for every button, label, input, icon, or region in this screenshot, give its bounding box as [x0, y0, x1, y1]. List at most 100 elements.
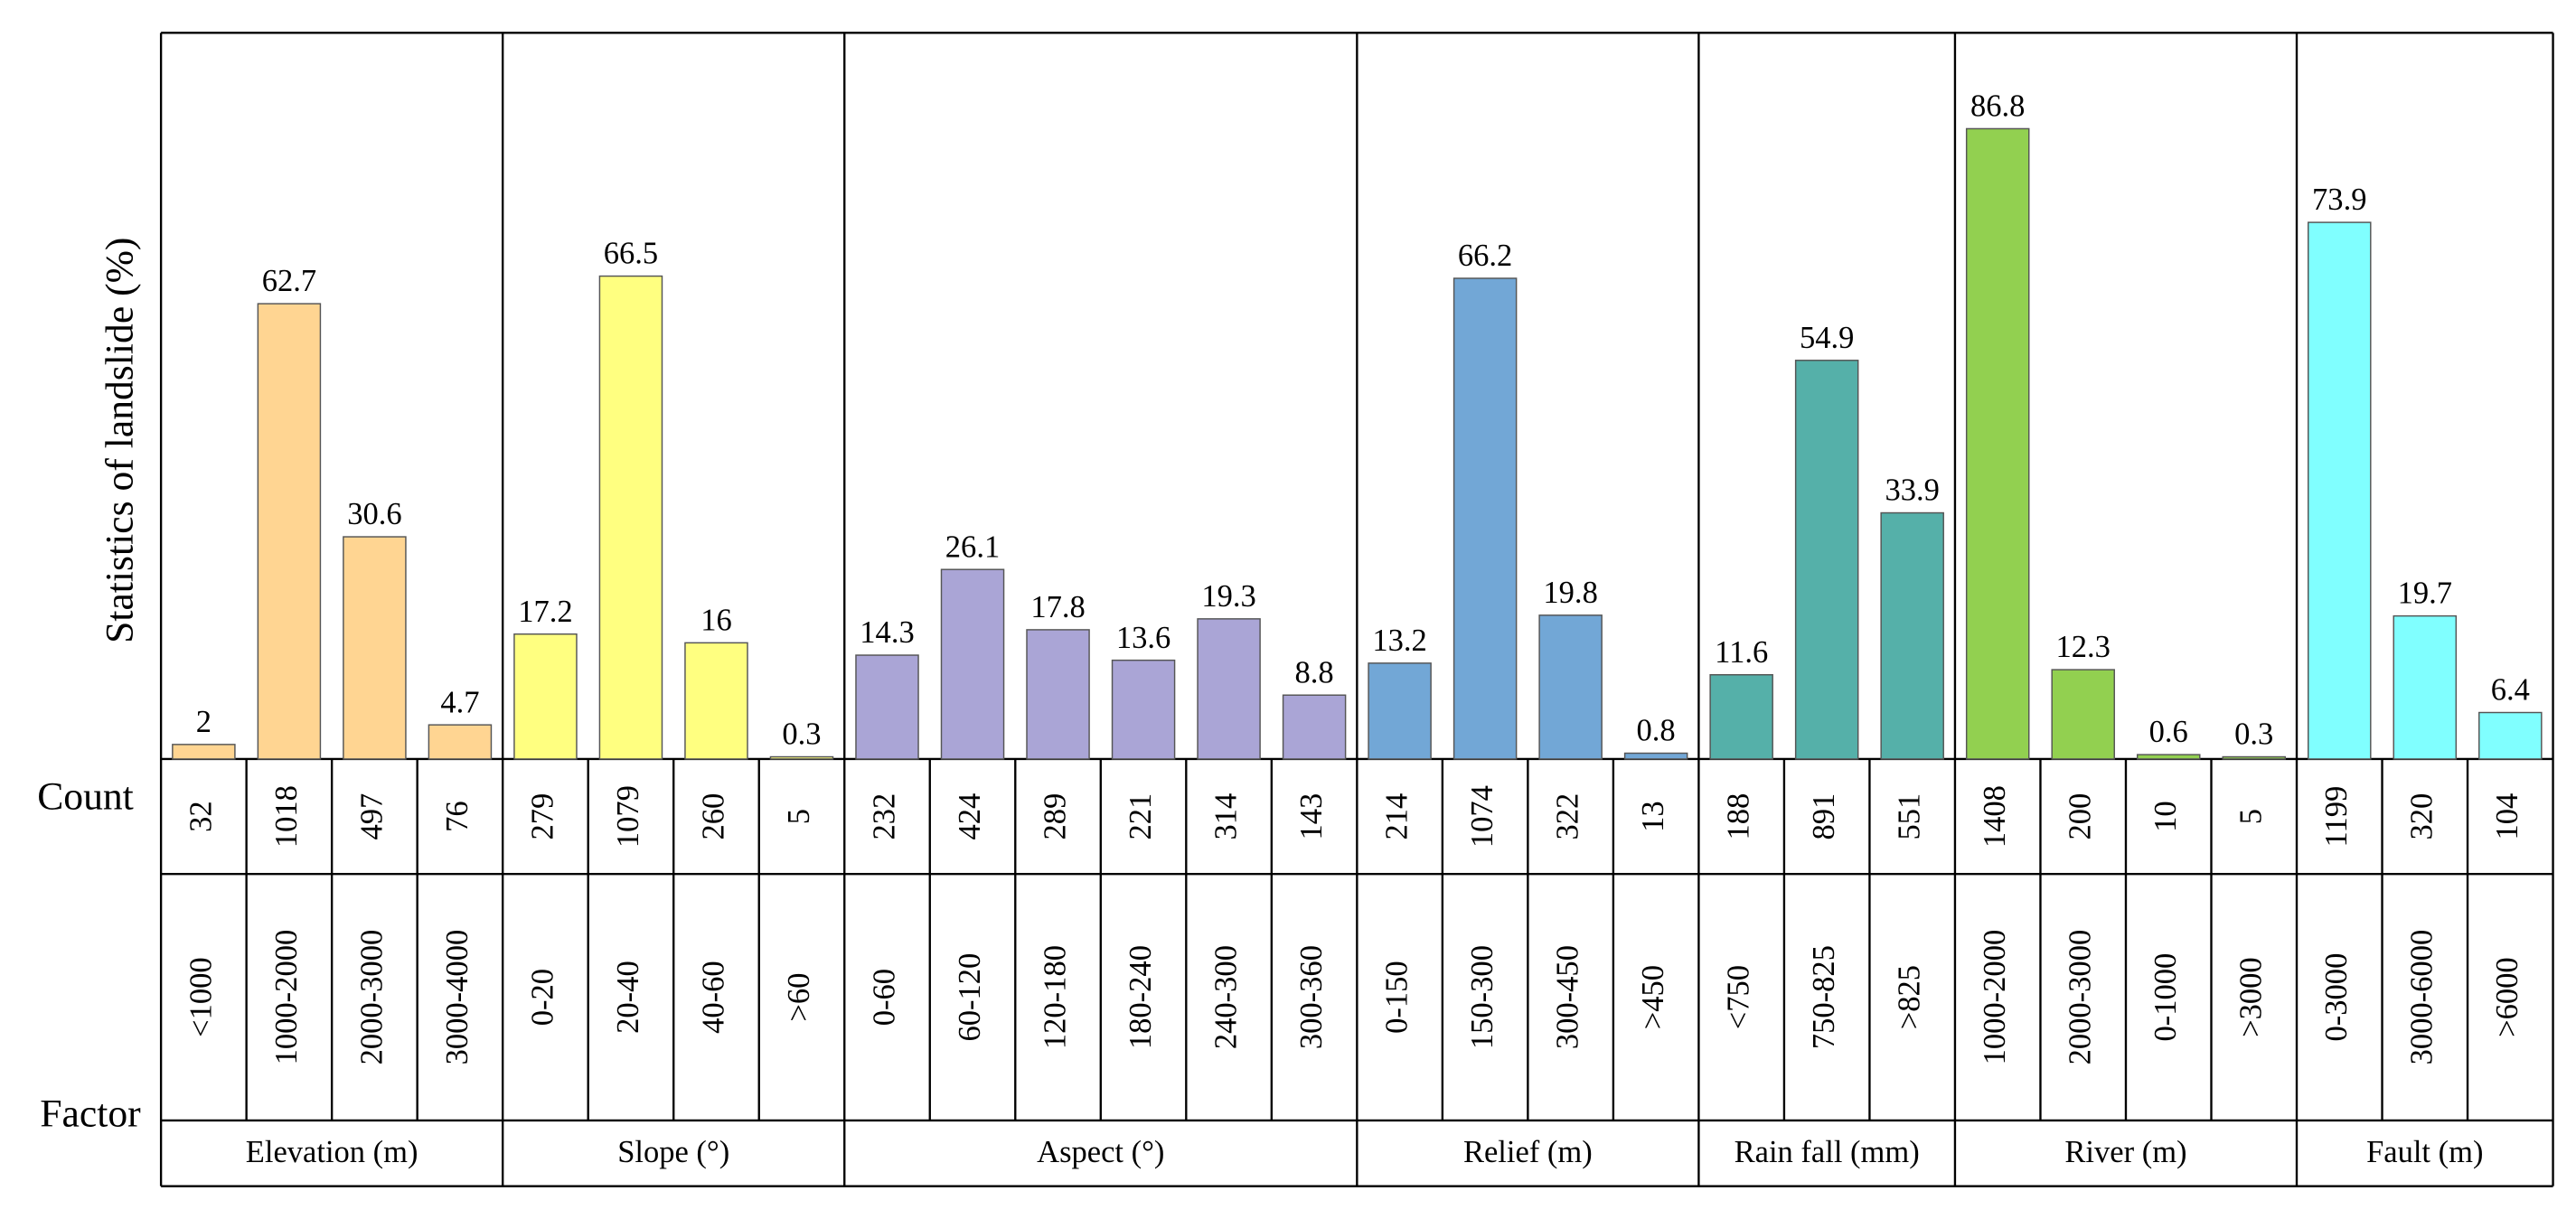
value-label: 8.8 [1295, 655, 1334, 689]
bar [1538, 614, 1603, 760]
value-label: 33.9 [1885, 474, 1939, 508]
value-label: 19.7 [2398, 577, 2452, 611]
count-cell: 1079 [611, 785, 645, 848]
count-cell: 1018 [269, 785, 304, 848]
count-cell: 289 [1038, 793, 1072, 840]
count-cell: 214 [1380, 793, 1415, 840]
value-label: 66.5 [604, 237, 658, 271]
factor-cell: 40-60 [696, 961, 730, 1034]
factor-cell: 0-20 [525, 969, 559, 1026]
value-label: 2 [196, 705, 212, 739]
count-cell: 1408 [1978, 785, 2012, 848]
count-cell: 104 [2490, 793, 2524, 840]
count-cell: 5 [782, 809, 816, 824]
bar [257, 303, 322, 760]
group-label: Elevation (m) [246, 1135, 418, 1169]
factor-cell: 0-3000 [2319, 953, 2354, 1042]
factor-cell: 2000-3000 [354, 930, 389, 1065]
bar [1282, 694, 1347, 760]
bar [1965, 127, 2030, 760]
bar [1880, 511, 1944, 760]
factor-cell: 1000-2000 [1978, 930, 2012, 1065]
count-cell: 320 [2405, 793, 2440, 840]
value-label: 0.3 [2234, 717, 2273, 752]
bar [2222, 755, 2287, 760]
count-cell: 76 [440, 801, 475, 832]
bar [1197, 618, 1261, 760]
bar [343, 536, 407, 760]
count-cell: 279 [525, 793, 559, 840]
bar [598, 275, 663, 760]
group-label: Relief (m) [1463, 1135, 1593, 1169]
factor-cell: >6000 [2490, 957, 2524, 1037]
value-label: 12.3 [2056, 630, 2111, 664]
bar [2478, 711, 2543, 760]
factor-cell: <1000 [183, 957, 218, 1037]
value-label: 14.3 [860, 615, 914, 650]
count-cell: 314 [1208, 793, 1243, 840]
count-cell: 497 [354, 793, 389, 840]
bar [855, 654, 919, 760]
bar [1026, 629, 1090, 760]
factor-cell: 300-360 [1294, 945, 1329, 1049]
bar [1794, 360, 1859, 760]
bar [2393, 614, 2458, 760]
value-label: 19.8 [1543, 576, 1597, 610]
value-label: 17.2 [518, 595, 572, 629]
factor-cell: 60-120 [953, 953, 987, 1042]
factor-cell: 240-300 [1208, 945, 1243, 1049]
value-label: 0.8 [1637, 714, 1676, 748]
value-label: 13.2 [1372, 624, 1426, 658]
value-label: 13.6 [1116, 621, 1170, 655]
bar [1453, 277, 1518, 760]
bar [1368, 662, 1432, 760]
value-label: 19.3 [1201, 579, 1255, 614]
count-cell: 424 [953, 793, 987, 840]
factor-cell: >825 [1893, 965, 1927, 1029]
factor-cell: >60 [782, 973, 816, 1022]
factor-cell: 750-825 [1807, 945, 1841, 1049]
factor-cell: 0-60 [867, 969, 901, 1026]
bar [769, 755, 834, 760]
factor-cell: >3000 [2234, 957, 2269, 1037]
factor-cell: <750 [1722, 965, 1756, 1029]
count-cell: 13 [1636, 801, 1670, 832]
group-label: Rain fall (mm) [1735, 1135, 1920, 1169]
factor-cell: >450 [1636, 965, 1670, 1029]
factor-cell: 120-180 [1038, 945, 1072, 1049]
value-label: 17.8 [1030, 590, 1085, 624]
group-label: River (m) [2064, 1135, 2186, 1169]
value-label: 54.9 [1800, 321, 1854, 355]
bar [1623, 752, 1688, 760]
y-axis-label: Statistics of landslide (%) [98, 238, 141, 643]
count-cell: 143 [1294, 793, 1329, 840]
bar [172, 744, 236, 760]
value-label: 11.6 [1715, 635, 1768, 670]
value-label: 66.2 [1458, 239, 1512, 273]
count-cell: 322 [1551, 793, 1585, 840]
bar [940, 568, 1005, 760]
count-cell: 551 [1893, 793, 1927, 840]
count-cell: 10 [2148, 801, 2183, 832]
value-label: 0.6 [2149, 715, 2188, 749]
group-label: Aspect (°) [1037, 1135, 1164, 1169]
count-cell: 260 [696, 793, 730, 840]
bar [2308, 221, 2372, 760]
count-cell: 1199 [2319, 786, 2354, 848]
factor-row-label: Factor [40, 1092, 141, 1135]
bar [2051, 669, 2115, 760]
count-cell: 32 [183, 801, 218, 832]
value-label: 6.4 [2491, 673, 2530, 708]
factor-cell: 1000-2000 [269, 930, 304, 1065]
factor-cell: 300-450 [1551, 945, 1585, 1049]
factor-cell: 20-40 [611, 961, 645, 1034]
factor-cell: 3000-6000 [2405, 930, 2440, 1065]
value-label: 4.7 [440, 685, 479, 719]
count-cell: 188 [1722, 793, 1756, 840]
bar [428, 724, 493, 760]
factor-cell: 3000-4000 [440, 930, 475, 1065]
bar [1111, 659, 1176, 760]
group-label: Slope (°) [617, 1135, 729, 1169]
